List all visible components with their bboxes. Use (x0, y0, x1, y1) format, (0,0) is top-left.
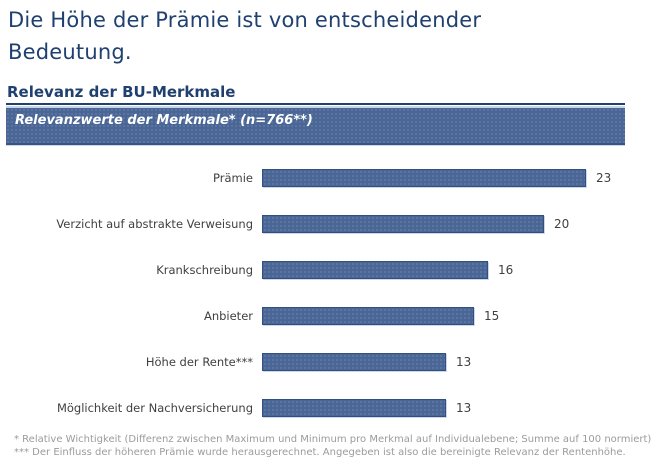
bar-row: Prämie 23 (0, 155, 661, 201)
section-heading: Relevanz der BU-Merkmale (7, 83, 236, 101)
category-label: Verzicht auf abstrakte Verweisung (56, 217, 253, 231)
category-label: Höhe der Rente*** (145, 355, 253, 369)
bar (262, 307, 474, 325)
footnote-line: * Relative Wichtigkeit (Differenz zwisch… (14, 434, 652, 445)
category-label: Krankschreibung (156, 263, 253, 277)
value-label: 20 (554, 217, 570, 231)
bar (262, 215, 544, 233)
category-label: Anbieter (203, 309, 253, 323)
value-label: 15 (484, 309, 500, 323)
footnote-line: *** Der Einfluss der höheren Prämie wurd… (14, 447, 626, 458)
footnotes: * Relative Wichtigkeit (Differenz zwisch… (14, 433, 651, 459)
bar-row: Krankschreibung 16 (0, 247, 661, 293)
value-label: 16 (498, 263, 514, 277)
bar (262, 169, 586, 187)
bar-row: Verzicht auf abstrakte Verweisung 20 (0, 201, 661, 247)
value-label: 23 (596, 171, 612, 185)
bar (262, 399, 446, 417)
value-label: 13 (456, 355, 472, 369)
category-label: Möglichkeit der Nachversicherung (56, 401, 253, 415)
bar (262, 261, 488, 279)
category-label: Prämie (213, 171, 253, 185)
bar-row: Möglichkeit der Nachversicherung 13 (0, 385, 661, 431)
chart-header: Relevanzwerte der Merkmale* (n=766**) (6, 106, 625, 145)
bar-row: Anbieter 15 (0, 293, 661, 339)
page-title: Die Höhe der Prämie ist von entscheidend… (8, 8, 482, 64)
bar-chart: Prämie 23 Verzicht auf abstrakte Verweisun… (0, 147, 661, 431)
bar-row: Höhe der Rente*** 13 (0, 339, 661, 385)
bar (262, 353, 446, 371)
heading-underline (6, 103, 625, 105)
value-label: 13 (456, 401, 472, 415)
